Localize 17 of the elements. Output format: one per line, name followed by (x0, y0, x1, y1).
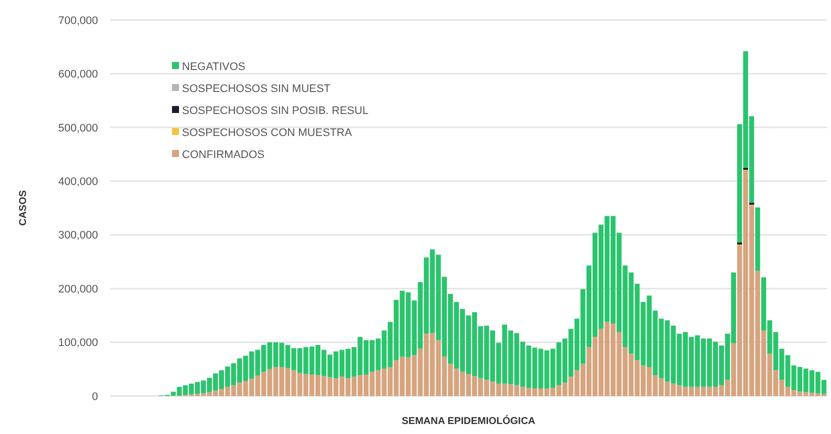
y-tick-label: 400,000 (58, 176, 98, 188)
y-tick-label: 600,000 (58, 68, 98, 81)
y-tick-label: 0 (92, 390, 98, 403)
y-axis-title: CASOS (18, 190, 29, 226)
legend-label: NEGATIVOS (182, 60, 246, 73)
legend-label: SOSPECHOSOS SIN POSIB. RESUL (182, 104, 368, 117)
y-tick-label: 500,000 (58, 122, 98, 134)
y-tick-label: 100,000 (58, 337, 98, 350)
x-axis-title: SEMANA EPIDEMIOLÓGICA (402, 415, 536, 427)
legend-label: SOSPECHOSOS SIN MUEST (182, 82, 331, 95)
legend-label: SOSPECHOSOS CON MUESTRA (182, 126, 353, 139)
y-tick-label: 300,000 (58, 230, 98, 242)
bar (755, 207, 760, 271)
y-tick-label: 700,000 (58, 14, 98, 27)
y-tick-label: 200,000 (58, 283, 98, 296)
bar (737, 242, 742, 245)
legend-label: CONFIRMADOS (182, 148, 264, 161)
